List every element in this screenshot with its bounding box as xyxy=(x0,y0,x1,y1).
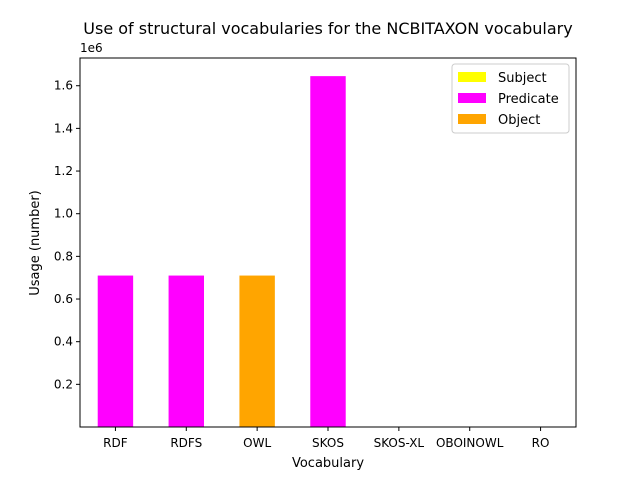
x-tick-label-skos: SKOS xyxy=(312,436,344,450)
y-axis-ticks: 0.2 0.4 0.6 0.8 1.0 1.2 1.4 1.6 xyxy=(54,79,80,391)
legend-label-subject: Subject xyxy=(498,71,547,86)
x-tick-label-oboinowl: OBOINOWL xyxy=(436,436,504,450)
bars-group xyxy=(97,76,346,427)
bar-predicate-rdf xyxy=(97,275,134,427)
y-tick-label: 1.0 xyxy=(54,207,73,221)
legend-swatch-subject xyxy=(458,72,486,82)
y-tick-label: 1.4 xyxy=(54,121,73,135)
y-tick-label: 0.4 xyxy=(54,335,73,349)
x-tick-label-rdf: RDF xyxy=(103,436,128,450)
y-axis-label: Usage (number) xyxy=(28,190,43,296)
bar-predicate-rdfs xyxy=(168,275,204,427)
legend-label-object: Object xyxy=(498,113,540,128)
y-tick-label: 0.8 xyxy=(54,249,73,263)
bar-predicate-skos xyxy=(310,76,346,427)
y-tick-label: 0.2 xyxy=(54,377,73,391)
x-tick-label-rdfs: RDFS xyxy=(170,436,202,450)
legend-swatch-object xyxy=(458,114,486,124)
legend: Subject Predicate Object xyxy=(451,63,570,134)
y-tick-label: 1.2 xyxy=(54,164,73,178)
chart-title: Use of structural vocabularies for the N… xyxy=(83,19,572,38)
x-axis-ticks: RDF RDFS OWL SKOS SKOS-XL OBOINOWL RO xyxy=(103,427,549,450)
x-axis-label: Vocabulary xyxy=(292,456,364,471)
x-tick-label-ro: RO xyxy=(532,436,550,450)
legend-label-predicate: Predicate xyxy=(498,92,559,107)
x-tick-label-owl: OWL xyxy=(243,436,271,450)
bar-object-owl xyxy=(239,275,275,427)
legend-swatch-predicate xyxy=(458,93,486,103)
x-tick-label-skos-xl: SKOS-XL xyxy=(374,436,425,450)
y-axis-offset-label: 1e6 xyxy=(80,41,103,55)
y-tick-label: 1.6 xyxy=(54,79,73,93)
y-tick-label: 0.6 xyxy=(54,292,73,306)
